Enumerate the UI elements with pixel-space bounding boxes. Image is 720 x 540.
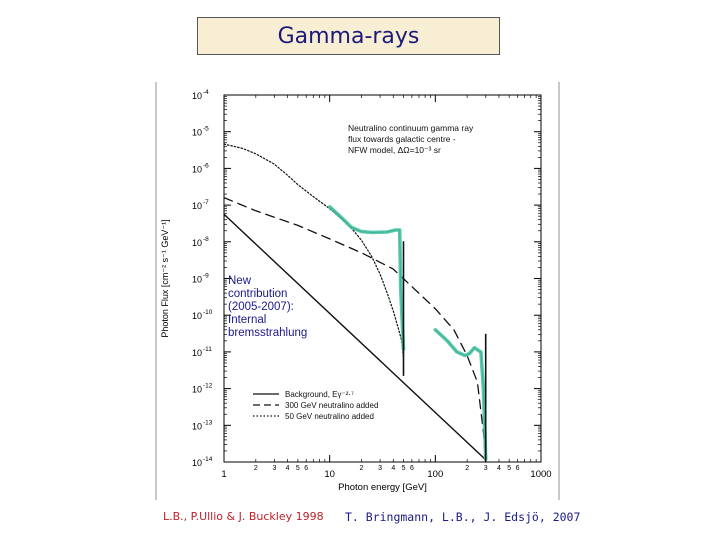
series-highlight-4	[433, 328, 488, 461]
series-dashed-1	[223, 196, 487, 452]
figure-border-right	[558, 82, 560, 500]
annotation-new-line: New	[228, 275, 252, 287]
slide-title: Gamma-rays	[277, 23, 420, 49]
y-tick-label-exponent: -10	[203, 309, 213, 316]
x-axis-label: Photon energy [GeV]	[338, 482, 427, 493]
x-tick-label: 5	[402, 465, 406, 472]
y-tick-label: 10	[192, 311, 202, 321]
credit-right: T. Bringmann, L.B., J. Edsjö, 2007	[345, 510, 581, 524]
series-solid-0	[223, 213, 487, 461]
annotation-top-line: Neutralino continuum gamma ray	[348, 123, 474, 133]
annotation-top-line: NFW model, ΔΩ=10⁻³ sr	[348, 145, 441, 155]
annotation-top-line: flux towards galactic centre -	[348, 134, 456, 144]
x-tick-label: 6	[304, 465, 308, 472]
y-tick-label-exponent: -7	[203, 199, 209, 206]
y-tick-label: 10	[192, 238, 202, 248]
y-axis-label: Photon Flux [cm⁻² s⁻¹ GeV⁻¹]	[160, 219, 170, 337]
x-tick-label: 2	[465, 465, 469, 472]
x-tick-label: 2	[254, 465, 258, 472]
slide-title-box: Gamma-rays	[197, 17, 500, 55]
legend-label: 50 GeV neutralino added	[285, 412, 374, 421]
x-tick-label: 4	[286, 465, 290, 472]
y-tick-label: 10	[192, 164, 202, 174]
x-tick-label: 1000	[530, 469, 551, 480]
y-tick-label-exponent: -6	[203, 162, 209, 169]
x-tick-label: 6	[516, 465, 520, 472]
y-tick-label-exponent: -8	[203, 236, 209, 243]
y-tick-label-exponent: -4	[203, 89, 209, 96]
x-tick-label: 3	[378, 465, 382, 472]
y-tick-label-exponent: -12	[203, 383, 213, 390]
y-tick-label: 10	[192, 91, 202, 101]
x-tick-label: 4	[497, 465, 501, 472]
annotation-new-line: (2005-2007):	[228, 301, 294, 313]
y-tick-label-exponent: -13	[203, 419, 213, 426]
legend-label: 300 GeV neutralino added	[285, 401, 378, 410]
x-tick-label: 6	[410, 465, 414, 472]
chart-figure: 10 -4 10 -5 10 -6 10 -7 10 -8 10 -9 10 -10 10 -11 10 -12 1…	[155, 82, 560, 500]
x-tick-label: 5	[296, 465, 300, 472]
x-tick-label: 10	[324, 469, 335, 480]
figure-border-left	[155, 82, 157, 500]
x-tick-label: 3	[484, 465, 488, 472]
x-tick-label: 2	[360, 465, 364, 472]
credit-left: L.B., P.Ullio & J. Buckley 1998	[163, 510, 324, 523]
y-tick-label: 10	[192, 348, 202, 358]
x-tick-label: 3	[272, 465, 276, 472]
y-tick-label: 10	[192, 201, 202, 211]
legend-label: Background, Eγ⁻²·⁷	[285, 390, 354, 399]
y-tick-label-exponent: -5	[203, 126, 209, 133]
y-tick-label: 10	[192, 385, 202, 395]
y-tick-label: 10	[192, 421, 202, 431]
annotation-new-line: Internal	[228, 314, 266, 326]
series-highlight-core-3	[329, 206, 404, 350]
y-tick-label: 10	[192, 458, 202, 468]
x-tick-label: 1	[221, 469, 226, 480]
series-highlight-3	[327, 205, 406, 351]
x-tick-label: 4	[391, 465, 395, 472]
y-tick-label-exponent: -11	[203, 346, 212, 353]
y-tick-label-exponent: -14	[203, 456, 213, 463]
annotation-new-line: contribution	[228, 288, 287, 300]
y-tick-label: 10	[192, 275, 202, 285]
y-tick-label-exponent: -9	[203, 273, 209, 280]
x-tick-label: 5	[507, 465, 511, 472]
annotation-new-line: bremsstrahlung	[228, 327, 307, 339]
y-tick-label: 10	[192, 128, 202, 138]
x-tick-label: 100	[427, 469, 443, 480]
